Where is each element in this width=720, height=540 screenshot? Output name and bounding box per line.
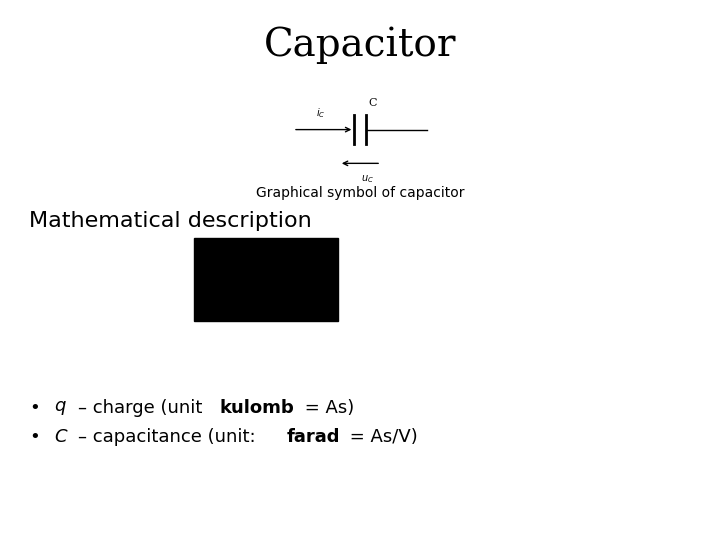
Text: •: • [29, 428, 40, 447]
Text: Capacitor: Capacitor [264, 27, 456, 64]
Bar [194, 238, 338, 321]
Text: $q$: $q$ [54, 399, 67, 417]
Text: $C$: $C$ [54, 428, 68, 447]
Text: Graphical symbol of capacitor: Graphical symbol of capacitor [256, 186, 464, 200]
Text: farad: farad [287, 428, 340, 447]
Text: Mathematical description: Mathematical description [29, 211, 312, 231]
Text: kulomb: kulomb [220, 399, 294, 417]
Text: – charge (unit: – charge (unit [78, 399, 208, 417]
Text: = As): = As) [299, 399, 354, 417]
Text: – capacitance (unit:: – capacitance (unit: [78, 428, 261, 447]
Text: •: • [29, 399, 40, 417]
Text: $u_C$: $u_C$ [361, 173, 374, 185]
Text: = As/V): = As/V) [344, 428, 418, 447]
Text: $i_C$: $i_C$ [316, 106, 325, 120]
Text: C: C [368, 98, 377, 108]
